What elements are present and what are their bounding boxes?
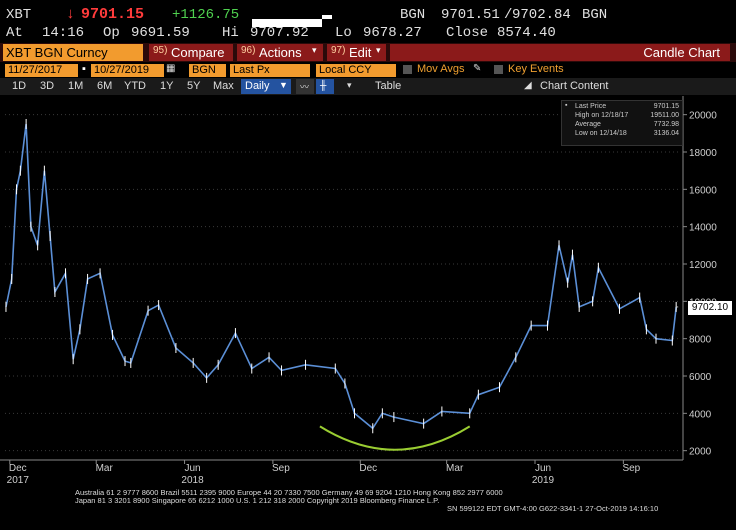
y-tick-label: 16000 [689,185,717,196]
y-tick-label: 4000 [689,409,712,420]
ask-price: 9702.84 [512,7,571,23]
table-button[interactable]: Table [375,80,402,92]
last-price-tag: 9702.10 [688,301,732,315]
period-1y[interactable]: 1Y [160,80,174,92]
frequency-select[interactable]: Daily ▼ [241,79,291,94]
x-tick-label: Mar [446,463,464,474]
bid-price: 9701.51 [441,7,500,23]
mov-avgs-label[interactable]: Mov Avgs [417,63,465,75]
edit-label: Edit [349,45,372,60]
compare-button[interactable]: 95) Compare [149,44,233,61]
x-tick-label: Mar [96,463,114,474]
chart-content-button[interactable]: Chart Content [540,80,609,92]
legend-label-high: High on 12/18/17 [575,112,629,119]
start-date-field[interactable]: 11/27/2017 [5,64,78,77]
legend-label-last: Last Price [575,103,607,110]
footer-contacts: Australia 61 2 9777 8600 Brazil 5511 239… [75,488,503,497]
at-label: At [6,25,23,41]
chevron-down-icon: ▼ [279,80,288,90]
compare-number: 95) [153,45,168,56]
chevron-down-icon: ▾ [312,45,317,55]
y-tick-label: 6000 [689,372,712,383]
chevron-down-icon: ▾ [376,45,381,55]
candle-type-icon[interactable]: ╫ [316,79,334,94]
legend-value-average: 7732.98 [653,121,679,128]
period-ytd[interactable]: YTD [124,80,146,92]
open-label: Op [103,25,120,41]
x-year-label: 2018 [181,475,204,486]
x-tick-label: Jun [535,463,551,474]
toolbar [0,78,736,95]
ticker-symbol: XBT [6,7,32,23]
price-source: BGN [400,7,426,23]
source-field[interactable]: BGN [189,64,226,77]
edit-button[interactable]: 97) Edit ▾ [327,44,386,61]
period-5y[interactable]: 5Y [187,80,201,92]
y-tick-label: 12000 [689,260,717,271]
high-label: Hi [222,25,239,41]
period-max[interactable]: Max [213,80,234,92]
high-value: 9707.92 [250,25,309,41]
period-6m[interactable]: 6M [97,80,113,92]
x-tick-label: Sep [272,463,290,474]
key-events-checkbox[interactable] [494,65,503,74]
x-tick-label: Jun [184,463,200,474]
close-value: 8574.40 [497,25,556,41]
legend-value-last: 9701.15 [653,103,679,110]
sparkline-icon [252,15,332,27]
legend-box: ▪ Last Price 9701.15 High on 12/18/17 19… [561,100,683,146]
y-tick-label: 8000 [689,335,712,346]
legend-value-high: 19511.00 [650,112,679,119]
chart-title: Candle Chart [643,45,720,60]
x-year-label: 2019 [532,475,555,486]
end-date-field[interactable]: 10/27/2019 [91,64,164,77]
period-1d[interactable]: 1D [12,80,27,92]
price-change: +1126.75 [172,7,240,23]
y-tick-label: 2000 [689,447,712,458]
open-value: 9691.59 [131,25,190,41]
quote-time: 14:16 [42,25,85,41]
close-label: Close [446,25,489,41]
x-tick-label: Sep [622,463,640,474]
last-price: 9701.15 [81,6,145,23]
bottom-curve-annotation [319,425,471,451]
edit-number: 97) [331,45,346,56]
x-year-label: 2017 [7,475,30,486]
y-tick-label: 20000 [689,111,717,122]
footer-copyright: Japan 81 3 3201 8900 Singapore 65 6212 1… [75,496,440,505]
currency-field[interactable]: Local CCY [316,64,396,77]
pencil-icon[interactable]: ✎ [473,63,482,74]
legend-label-average: Average [575,121,601,128]
price-source-2: BGN [582,7,608,23]
price-line [5,123,677,430]
actions-number: 96) [241,45,256,56]
mov-avgs-checkbox[interactable] [403,65,412,74]
key-events-label[interactable]: Key Events [508,63,564,75]
y-tick-label: 18000 [689,148,717,159]
frequency-label: Daily [245,80,270,92]
low-label: Lo [335,25,352,41]
low-value: 9678.27 [363,25,422,41]
x-tick-label: Dec [359,463,377,474]
y-tick-label: 14000 [689,223,717,234]
chart-content-icon[interactable]: ◢ [524,80,532,91]
actions-label: Actions [259,45,302,60]
x-tick-label: Dec [9,463,27,474]
line-type-icon[interactable]: 〰 [296,79,314,94]
security-field[interactable]: XBT BGN Curncy [3,44,143,61]
legend-value-low: 3136.04 [653,130,679,137]
calendar-icon[interactable]: ▦ [166,63,176,74]
chart-title-bar: Candle Chart [390,44,730,61]
chevron-down-icon[interactable]: ▾ [347,80,352,90]
actions-button[interactable]: 96) Actions ▾ [237,44,323,61]
period-1m[interactable]: 1M [68,80,84,92]
compare-label: Compare [171,45,225,60]
price-chart[interactable]: 2000400060008000100001200014000160001800… [0,96,736,496]
period-3d[interactable]: 3D [40,80,55,92]
price-field[interactable]: Last Px [230,64,310,77]
footer-session: SN 599122 EDT GMT-4:00 G622-3341-1 27-Oc… [447,504,659,513]
legend-label-low: Low on 12/14/18 [575,130,627,137]
security-label: XBT BGN Curncy [6,45,108,60]
down-arrow-icon: ↓ [66,6,76,23]
